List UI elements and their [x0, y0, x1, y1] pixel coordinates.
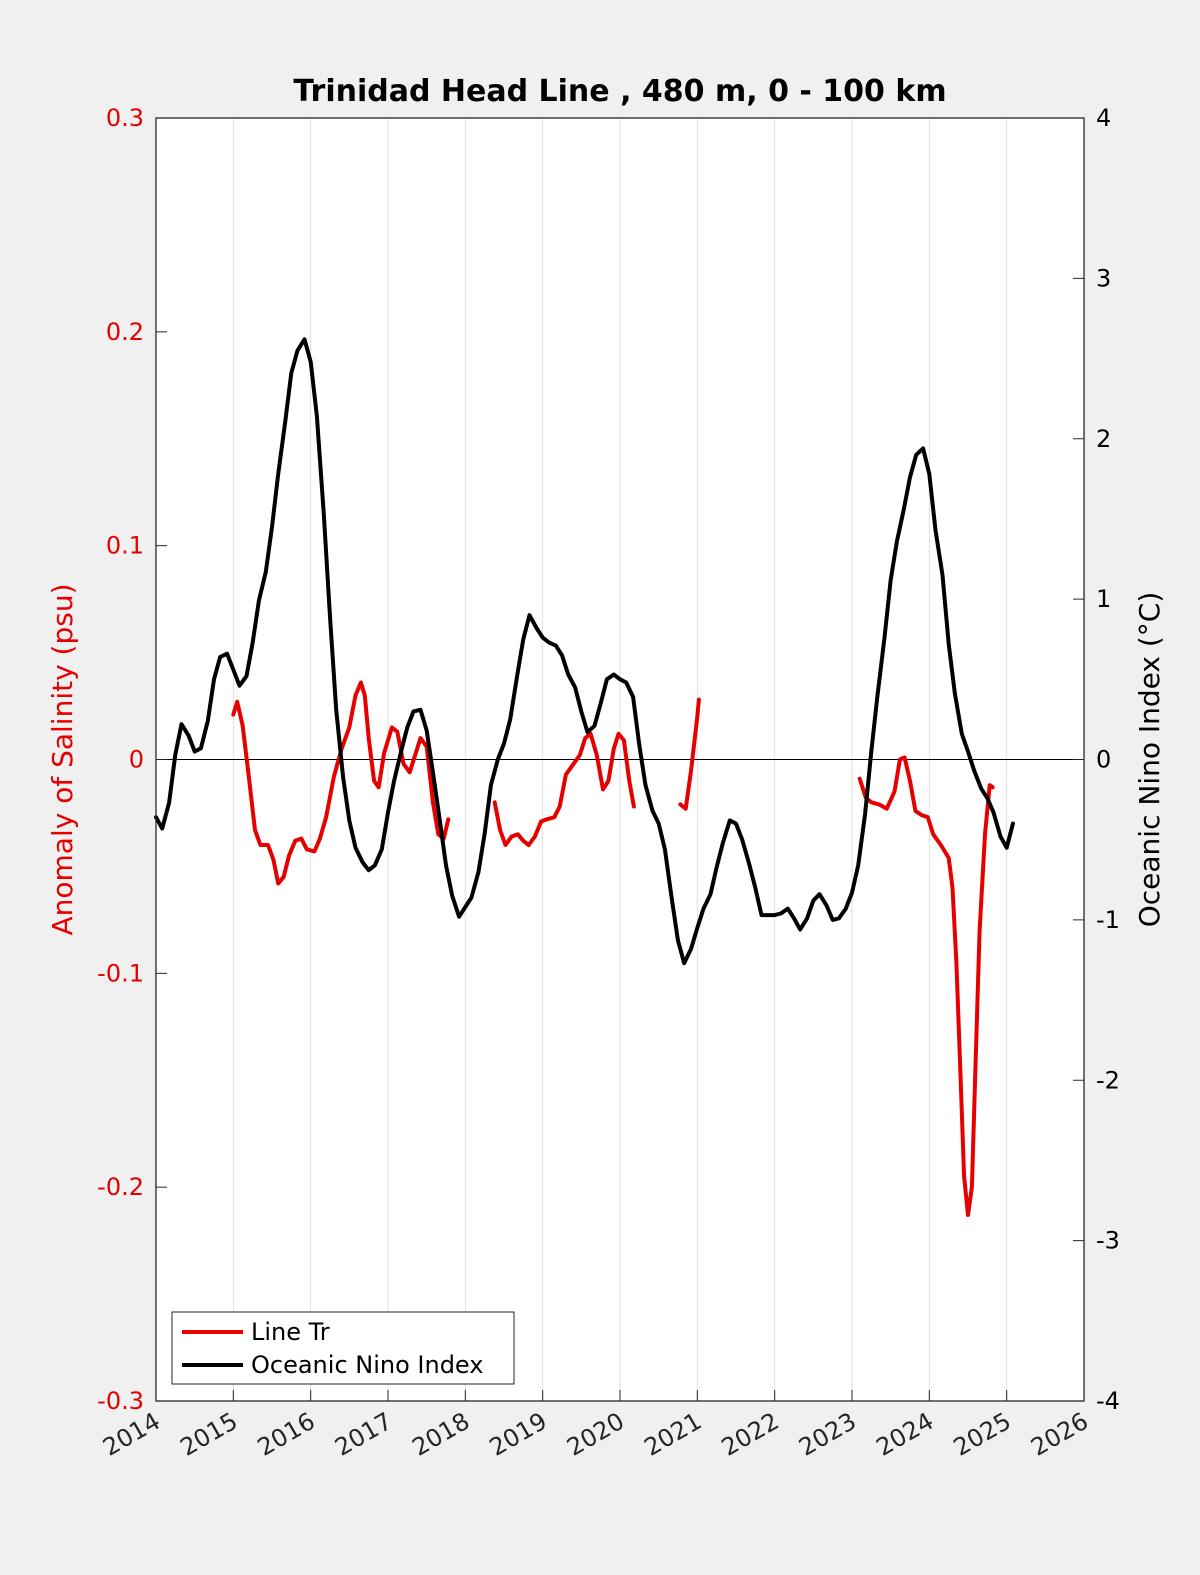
left-tick-label: 0.3 — [106, 104, 144, 132]
legend-label-line-tr: Line Tr — [251, 1318, 330, 1346]
line-tr-segment-3 — [857, 755, 995, 1217]
right-axis-ticks: 4 3 2 1 0 -1 -2 -3 -4 — [1073, 104, 1120, 1415]
left-tick-label: 0.1 — [106, 532, 144, 560]
right-tick-label: 0 — [1096, 746, 1111, 774]
legend-label-oni: Oceanic Nino Index — [251, 1351, 483, 1379]
left-tick-label: 0 — [129, 746, 144, 774]
right-tick-label: -2 — [1096, 1066, 1120, 1094]
line-tr-segment-2 — [678, 697, 701, 811]
right-tick-label: -1 — [1096, 906, 1120, 934]
chart-title: Trinidad Head Line , 480 m, 0 - 100 km — [293, 74, 946, 109]
right-tick-label: -3 — [1096, 1227, 1120, 1255]
left-tick-label: -0.1 — [97, 959, 144, 987]
right-tick-label: 1 — [1096, 585, 1111, 613]
right-tick-label: 2 — [1096, 425, 1111, 453]
left-axis-ticks: 0.3 0.2 0.1 0 -0.1 -0.2 -0.3 — [97, 104, 167, 1415]
left-tick-label: 0.2 — [106, 318, 144, 346]
oni-segment-0 — [154, 337, 1015, 966]
left-tick-label: -0.3 — [97, 1387, 144, 1415]
right-tick-label: 4 — [1096, 104, 1111, 132]
line-tr-segment-1 — [492, 731, 636, 847]
legend-box — [171, 1311, 515, 1385]
series-lines — [154, 337, 1015, 1217]
left-axis-label: Anomaly of Salinity (psu) — [46, 583, 79, 935]
right-axis-label: Oceanic Nino Index (°C) — [1133, 592, 1166, 928]
right-tick-label: -4 — [1096, 1387, 1120, 1415]
left-tick-label: -0.2 — [97, 1173, 144, 1201]
line-tr-segment-0 — [231, 680, 451, 886]
right-tick-label: 3 — [1096, 264, 1111, 292]
legend: Line Tr Oceanic Nino Index — [171, 1311, 515, 1385]
